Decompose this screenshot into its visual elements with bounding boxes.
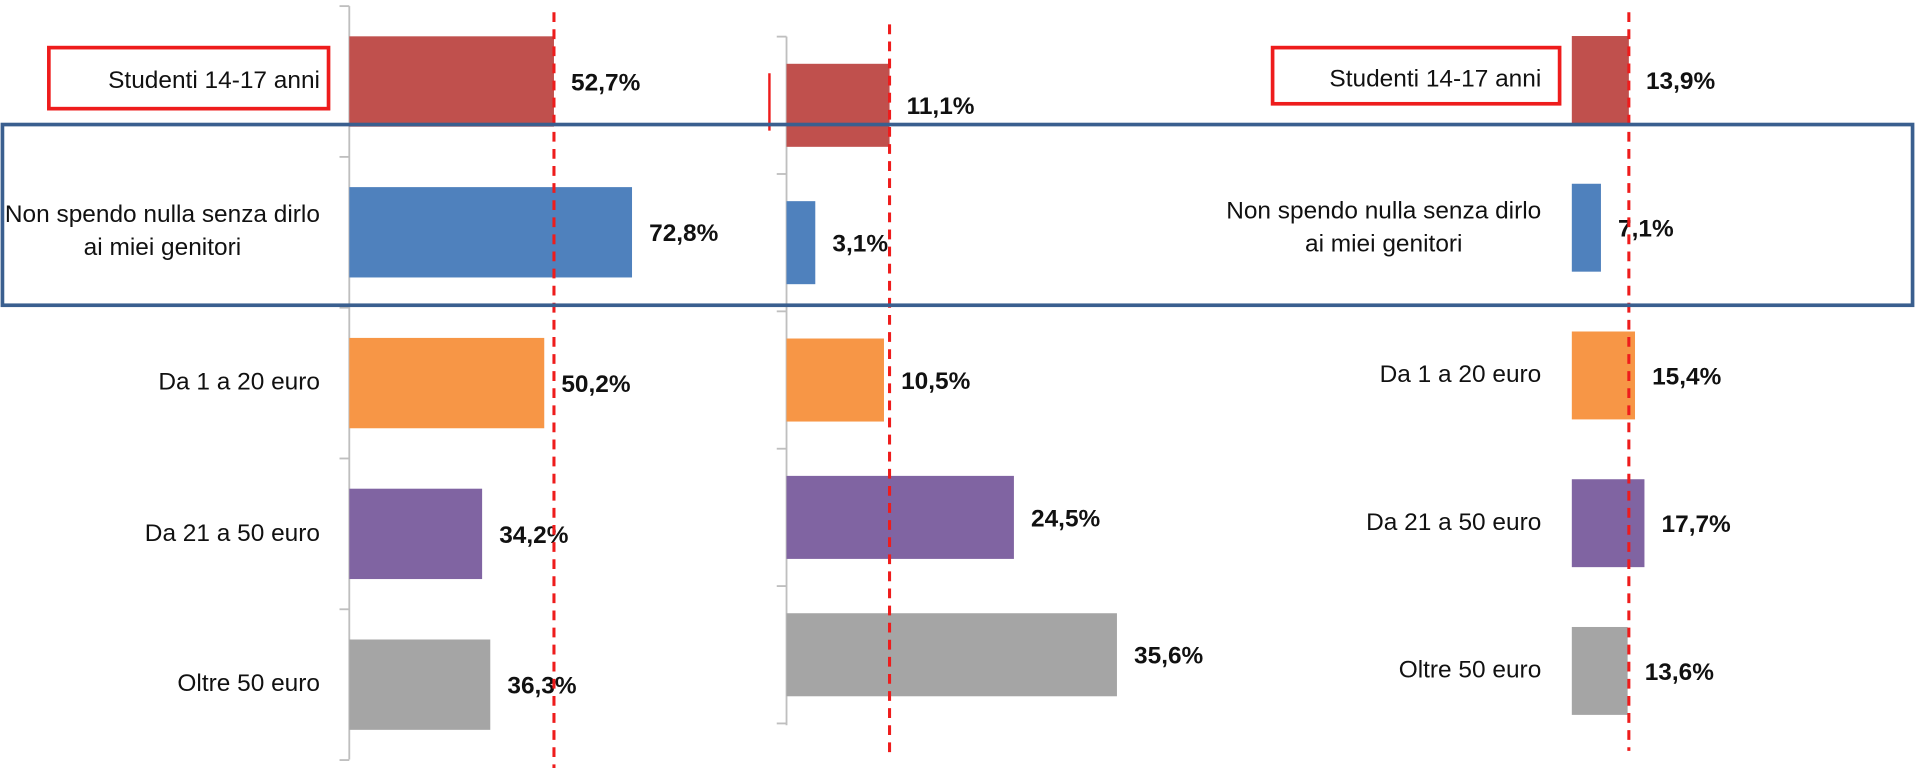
category-label-box: Studenti 14-17 anni bbox=[1221, 31, 1541, 129]
highlight-band bbox=[0, 122, 1915, 308]
highlight-box bbox=[1270, 45, 1562, 106]
bar bbox=[349, 488, 483, 580]
bar bbox=[1571, 331, 1636, 420]
category-label-box: Da 21 a 50 euro bbox=[0, 485, 320, 583]
category-label: Da 1 a 20 euro bbox=[1379, 361, 1542, 389]
category-label: Da 1 a 20 euro bbox=[158, 369, 320, 396]
value-label: 13,6% bbox=[1645, 659, 1715, 686]
bar bbox=[1571, 183, 1601, 272]
value-label: 17,7% bbox=[1662, 511, 1732, 538]
value-label: 50,2% bbox=[561, 371, 631, 398]
category-label-box: Non spendo nulla senza dirlo ai miei gen… bbox=[1221, 179, 1541, 277]
bar bbox=[349, 36, 554, 127]
category-label-box: Da 1 a 20 euro bbox=[0, 334, 320, 432]
value-label: 34,2% bbox=[499, 522, 569, 549]
category-label-wrap: Oltre 50 euro bbox=[1221, 622, 1542, 720]
bar bbox=[349, 337, 545, 429]
category-label-wrap: Da 1 a 20 euro bbox=[1221, 327, 1542, 425]
bar bbox=[1571, 36, 1629, 124]
category-label-wrap: Da 21 a 50 euro bbox=[0, 485, 320, 583]
category-label-wrap: Da 21 a 50 euro bbox=[1221, 474, 1541, 572]
category-label-wrap: Da 1 a 20 euro bbox=[0, 334, 320, 432]
value-label: 52,7% bbox=[571, 69, 641, 96]
category-label-box: Da 21 a 50 euro bbox=[1221, 474, 1541, 572]
value-label: 72,8% bbox=[649, 220, 719, 247]
category-label: Da 21 a 50 euro bbox=[144, 519, 320, 547]
value-label: 7,1% bbox=[1618, 216, 1674, 243]
category-label-box: Oltre 50 euro bbox=[0, 636, 320, 734]
category-label: Oltre 50 euro bbox=[1398, 656, 1542, 684]
category-label-box: Studenti 14-17 anni bbox=[0, 33, 320, 131]
category-label-box: Non spendo nulla senza dirlo ai miei gen… bbox=[0, 183, 320, 281]
value-label: 35,6% bbox=[1134, 643, 1204, 670]
value-label: 24,5% bbox=[1031, 505, 1101, 532]
category-label-wrap: Studenti 14-17 anni bbox=[1221, 31, 1541, 129]
bar bbox=[786, 613, 1117, 697]
bar bbox=[786, 201, 816, 285]
bar bbox=[786, 338, 884, 422]
value-label: 36,3% bbox=[507, 673, 577, 700]
category-label: Studenti 14-17 anni bbox=[108, 67, 320, 95]
value-label: 13,9% bbox=[1646, 68, 1716, 95]
value-label: 11,1% bbox=[907, 93, 975, 120]
category-label: Da 21 a 50 euro bbox=[1366, 509, 1542, 537]
category-label: Studenti 14-17 anni bbox=[1329, 65, 1542, 93]
bar bbox=[349, 187, 633, 278]
category-label-wrap: Studenti 14-17 anni bbox=[0, 33, 320, 131]
category-label: Oltre 50 euro bbox=[177, 670, 320, 698]
category-label: Non spendo nulla senza dirlo ai miei gen… bbox=[1226, 197, 1542, 258]
bar bbox=[786, 63, 890, 147]
highlight-box bbox=[47, 45, 331, 111]
category-label-box: Da 1 a 20 euro bbox=[1221, 327, 1542, 425]
category-label-box: Oltre 50 euro bbox=[1221, 622, 1542, 720]
bar bbox=[1571, 626, 1628, 715]
category-label-wrap: Non spendo nulla senza dirlo ai miei gen… bbox=[1221, 179, 1541, 277]
value-label: 15,4% bbox=[1652, 363, 1722, 390]
bar bbox=[786, 475, 1014, 559]
value-label: 10,5% bbox=[901, 368, 971, 395]
category-label-wrap: Oltre 50 euro bbox=[0, 636, 320, 734]
value-label: 3,1% bbox=[832, 231, 888, 258]
bar bbox=[1571, 479, 1645, 568]
category-label: Non spendo nulla senza dirlo ai miei gen… bbox=[4, 201, 320, 262]
category-label-wrap: Non spendo nulla senza dirlo ai miei gen… bbox=[0, 183, 320, 281]
bar bbox=[349, 639, 491, 730]
